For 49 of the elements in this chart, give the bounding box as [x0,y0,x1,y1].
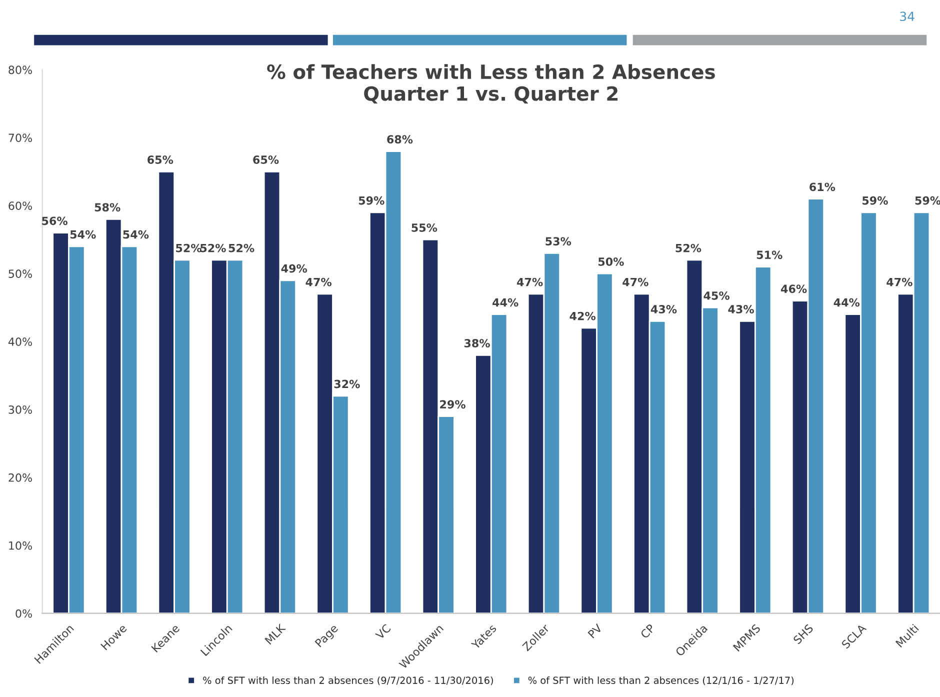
x-tick-label: CP [640,623,656,639]
data-label: 43% [728,305,754,314]
legend-label: % of SFT with less than 2 absences (12/1/16 - 1/27/17) [528,676,794,686]
data-label: 47% [886,278,912,286]
y-tick-label: 70% [8,134,32,142]
data-label: 52% [676,244,702,252]
data-label: 43% [650,305,677,314]
legend-label: % of SFT with less than 2 absences (9/7/2016 - 11/30/2016) [203,676,493,686]
data-label: 51% [756,250,782,260]
data-label: 52% [176,244,202,252]
data-label: 54% [70,230,96,239]
y-tick-label: 80% [8,66,32,74]
data-label: 44% [834,298,860,307]
data-label: 29% [440,400,466,409]
x-tick-label: PV [588,623,603,638]
data-label: 53% [546,237,572,246]
data-label: 49% [281,264,308,273]
data-label: 32% [334,380,360,388]
y-tick-label: 60% [8,202,32,210]
data-label: 47% [622,278,648,286]
data-label: 59% [862,196,888,205]
data-label: 47% [306,278,332,286]
chart-title: % of Teachers with Less than 2 Absences Quarter 1 vs. Quarter 2 [267,64,715,104]
y-tick-label: 0% [16,609,32,618]
data-label: 61% [810,182,836,192]
text: 34 [900,12,914,22]
data-label: 50% [598,257,624,266]
data-label: 42% [570,312,596,320]
y-tick-label: 50% [8,270,32,278]
y-tick-label: 20% [8,473,32,482]
data-label: 65% [148,156,174,164]
data-label: 45% [704,291,730,300]
data-label: 54% [123,230,149,239]
data-label: 56% [42,216,68,226]
data-label: 59% [358,196,384,205]
x-tick-label: VC [374,624,392,640]
data-label: 44% [492,298,518,307]
y-tick-label: 30% [8,405,32,414]
data-label: 47% [516,278,543,286]
data-label: 46% [781,284,807,294]
data-label: 52% [228,244,254,252]
y-tick-label: 40% [8,338,32,346]
y-tick-label: 10% [9,541,32,550]
data-label: 55% [412,223,438,232]
data-label: 38% [464,339,490,348]
data-label: 52% [200,244,226,252]
data-label: 65% [253,156,279,164]
data-label: 68% [387,135,413,144]
data-label: 58% [94,203,120,212]
